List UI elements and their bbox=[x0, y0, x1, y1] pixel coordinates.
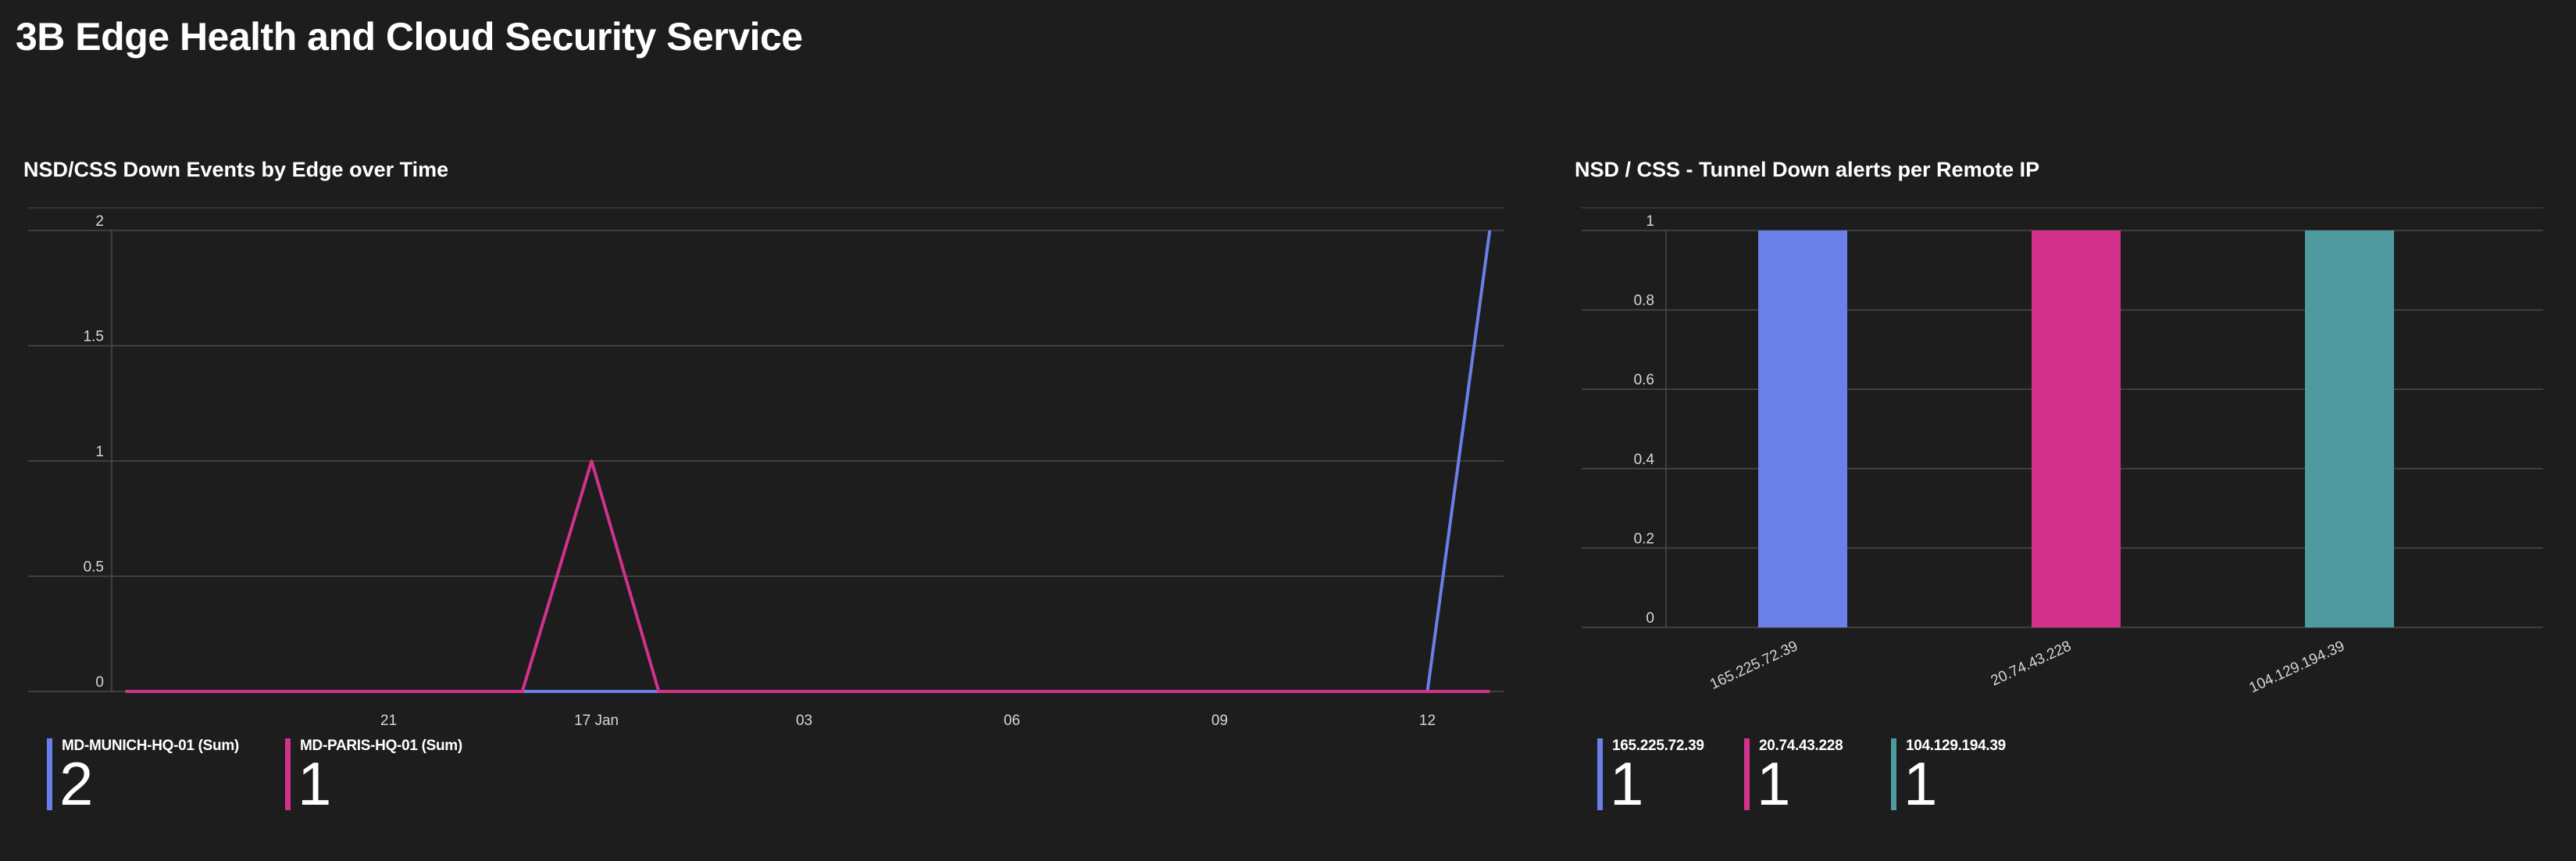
y-tick-label: 2 bbox=[95, 213, 104, 230]
legend-color-swatch bbox=[1744, 738, 1750, 810]
line-chart-title: NSD/CSS Down Events by Edge over Time bbox=[23, 158, 449, 181]
legend-value: 1 bbox=[298, 749, 332, 818]
page-title: 3B Edge Health and Cloud Security Servic… bbox=[16, 15, 803, 59]
legend-color-swatch bbox=[1597, 738, 1603, 810]
y-tick-label: 0.2 bbox=[1634, 531, 1654, 547]
legend-color-swatch bbox=[47, 738, 52, 810]
y-tick-label: 0.5 bbox=[84, 559, 104, 576]
legend-label: 165.225.72.39 bbox=[1612, 738, 1704, 754]
legend-color-swatch bbox=[1891, 738, 1896, 810]
x-tick-label: 104.129.194.39 bbox=[2247, 638, 2348, 696]
legend-color-swatch bbox=[285, 738, 291, 810]
series-line-md-paris-hq-01-sum bbox=[125, 459, 1490, 693]
x-tick-label: 03 bbox=[796, 713, 812, 729]
bar-legend-item-165-225-72-39[interactable]: 165.225.72.39 1 bbox=[1597, 738, 1744, 815]
bar-104.129.194.39 bbox=[2305, 230, 2394, 627]
legend-value: 1 bbox=[1757, 749, 1791, 818]
legend-label: 20.74.43.228 bbox=[1759, 738, 1843, 754]
bar-chart: 0 0.2 0.4 0.6 0.8 1 165.225.72.39 20.74.43.228 1… bbox=[1582, 207, 2543, 696]
y-tick-label: 1.5 bbox=[84, 329, 104, 345]
bar-legend-item-104-129-194-39[interactable]: 104.129.194.39 1 bbox=[1891, 738, 2038, 815]
x-tick-label: 06 bbox=[1004, 713, 1020, 729]
y-tick-label: 1 bbox=[95, 444, 104, 460]
y-tick-label: 1 bbox=[1646, 213, 1654, 230]
bar-20.74.43.228 bbox=[2032, 230, 2121, 627]
bar-legend-item-20-74-43-228[interactable]: 20.74.43.228 1 bbox=[1744, 738, 1891, 815]
bar-chart-legend: 165.225.72.39 1 20.74.43.228 1 104.129.194.3… bbox=[1597, 738, 2038, 815]
x-tick-label: 09 bbox=[1211, 713, 1228, 729]
line-chart-legend: MD-MUNICH-HQ-01 (Sum) 2 MD-PARIS-HQ-01 (Su… bbox=[47, 738, 488, 815]
legend-value: 1 bbox=[1610, 749, 1644, 818]
y-tick-label: 0 bbox=[95, 674, 104, 691]
legend-label: 104.129.194.39 bbox=[1906, 738, 2006, 754]
y-tick-label: 0.4 bbox=[1634, 452, 1655, 468]
y-tick-label: 0 bbox=[1646, 610, 1654, 627]
legend-value: 2 bbox=[59, 749, 94, 818]
legend-label: MD-MUNICH-HQ-01 (Sum) bbox=[62, 738, 239, 754]
y-tick-label: 0.8 bbox=[1634, 293, 1654, 309]
bar-165.225.72.39 bbox=[1758, 230, 1847, 627]
line-chart: 0 0.5 1 1.5 2 21 17 Jan 03 06 09 12 bbox=[28, 207, 1504, 729]
legend-value: 1 bbox=[1903, 749, 1938, 818]
x-tick-label: 165.225.72.39 bbox=[1707, 638, 1800, 692]
y-tick-label: 0.6 bbox=[1634, 372, 1654, 388]
line-legend-item-md-munich-hq-01-sum[interactable]: MD-MUNICH-HQ-01 (Sum) 2 bbox=[47, 738, 285, 815]
x-tick-label: 12 bbox=[1419, 713, 1436, 729]
line-legend-item-md-paris-hq-01-sum[interactable]: MD-PARIS-HQ-01 (Sum) 1 bbox=[285, 738, 488, 815]
legend-label: MD-PARIS-HQ-01 (Sum) bbox=[300, 738, 462, 754]
x-tick-label: 21 bbox=[380, 713, 397, 729]
x-tick-label: 17 Jan bbox=[574, 713, 619, 729]
x-tick-label: 20.74.43.228 bbox=[1989, 638, 2074, 689]
bar-chart-title: NSD / CSS - Tunnel Down alerts per Remot… bbox=[1575, 158, 2040, 181]
